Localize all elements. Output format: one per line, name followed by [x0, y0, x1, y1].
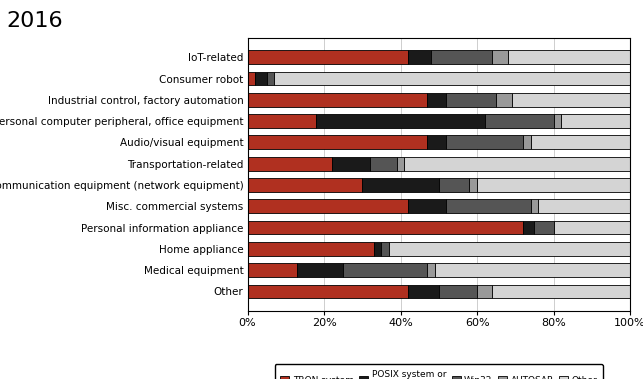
Bar: [343, 263, 428, 277]
Bar: [477, 178, 630, 192]
Bar: [485, 114, 554, 128]
Bar: [248, 263, 297, 277]
Bar: [428, 263, 435, 277]
Bar: [530, 135, 630, 149]
Text: 2016: 2016: [6, 11, 63, 31]
Bar: [554, 114, 561, 128]
Bar: [512, 93, 630, 107]
Bar: [446, 135, 523, 149]
Bar: [493, 285, 630, 298]
Bar: [446, 199, 530, 213]
Bar: [381, 242, 389, 256]
Bar: [469, 178, 477, 192]
Bar: [248, 157, 332, 171]
Bar: [275, 72, 630, 85]
Bar: [248, 72, 255, 85]
Bar: [554, 221, 630, 235]
Bar: [255, 72, 267, 85]
Bar: [446, 93, 496, 107]
Bar: [370, 157, 397, 171]
Bar: [534, 221, 554, 235]
Bar: [530, 199, 538, 213]
Bar: [408, 199, 446, 213]
Bar: [435, 263, 630, 277]
Bar: [248, 285, 408, 298]
Bar: [538, 199, 630, 213]
Bar: [496, 93, 512, 107]
Bar: [404, 157, 630, 171]
Bar: [248, 114, 316, 128]
Bar: [248, 199, 408, 213]
Bar: [508, 50, 630, 64]
Bar: [248, 50, 408, 64]
Bar: [389, 242, 630, 256]
Bar: [248, 242, 374, 256]
Bar: [297, 263, 343, 277]
Bar: [477, 285, 493, 298]
Bar: [248, 93, 428, 107]
Bar: [523, 221, 534, 235]
Bar: [493, 50, 508, 64]
Bar: [408, 50, 431, 64]
Bar: [316, 114, 485, 128]
Bar: [397, 157, 404, 171]
Bar: [267, 72, 275, 85]
Bar: [363, 178, 439, 192]
Bar: [248, 221, 523, 235]
Bar: [374, 242, 381, 256]
Bar: [428, 135, 446, 149]
Bar: [408, 285, 439, 298]
Bar: [439, 178, 469, 192]
Bar: [431, 50, 493, 64]
Bar: [332, 157, 370, 171]
Bar: [428, 93, 446, 107]
Bar: [248, 178, 363, 192]
Bar: [439, 285, 477, 298]
Bar: [523, 135, 530, 149]
Bar: [248, 135, 428, 149]
Bar: [561, 114, 630, 128]
Legend: TRON system, POSIX system or
UNIX system, Win32, AUTOSAR, Other: TRON system, POSIX system or UNIX system…: [275, 365, 603, 379]
